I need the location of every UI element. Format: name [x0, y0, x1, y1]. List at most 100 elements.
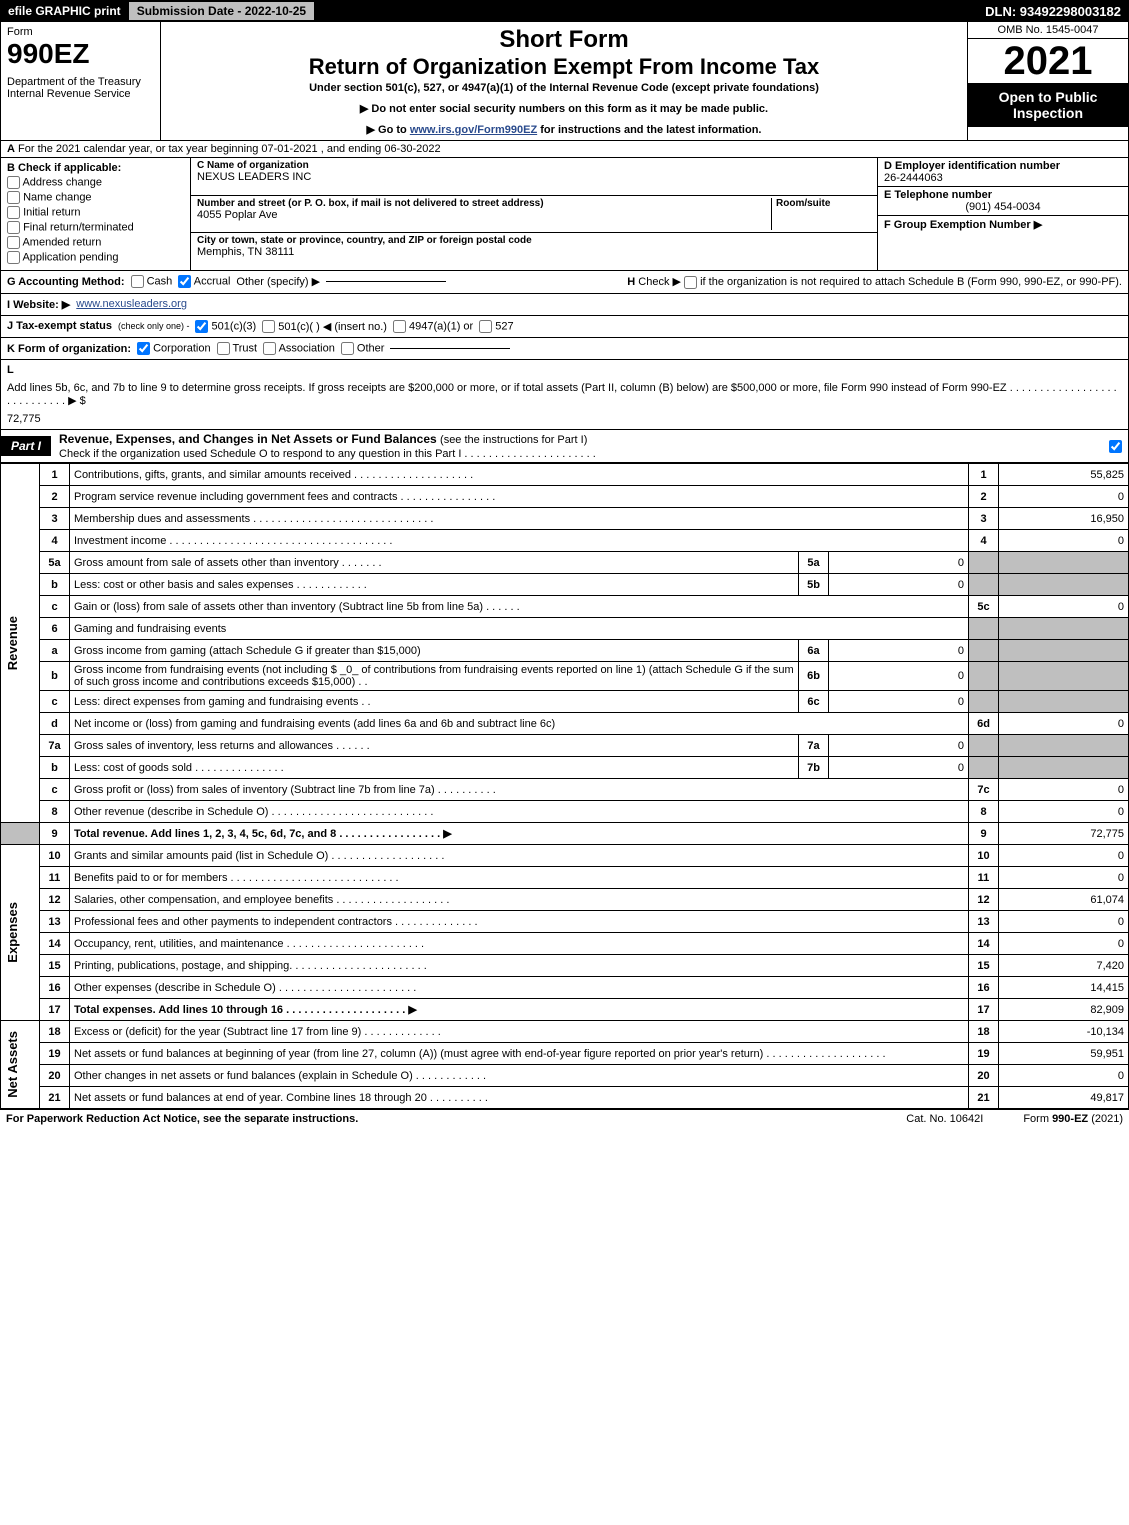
line-6: 6Gaming and fundraising events [1, 618, 1129, 640]
line-2: 2Program service revenue including gover… [1, 486, 1129, 508]
notice-link: ▶ Go to www.irs.gov/Form990EZ for instru… [169, 123, 959, 136]
side-net-assets: Net Assets [5, 1031, 20, 1098]
open-inspection: Open to Public Inspection [968, 83, 1128, 127]
j-note: (check only one) - [118, 321, 190, 331]
header-right: OMB No. 1545-0047 2021 Open to Public In… [968, 22, 1128, 140]
group-exemption-label: F Group Exemption Number ▶ [884, 218, 1122, 231]
city-value: Memphis, TN 38111 [197, 246, 871, 258]
footer-left: For Paperwork Reduction Act Notice, see … [6, 1113, 358, 1125]
chk-amended-return[interactable]: Amended return [7, 236, 184, 249]
chk-501c[interactable]: 501(c)( ) ◀ (insert no.) [262, 320, 387, 334]
chk-address-change[interactable]: Address change [7, 176, 184, 189]
chk-application-pending[interactable]: Application pending [7, 251, 184, 264]
row-a-text: For the 2021 calendar year, or tax year … [18, 143, 441, 155]
top-bar: efile GRAPHIC print Submission Date - 20… [0, 0, 1129, 22]
line-9: 9Total revenue. Add lines 1, 2, 3, 4, 5c… [1, 823, 1129, 845]
line-3: 3Membership dues and assessments . . . .… [1, 508, 1129, 530]
line-4: 4Investment income . . . . . . . . . . .… [1, 530, 1129, 552]
side-revenue: Revenue [5, 616, 20, 670]
side-expenses: Expenses [5, 902, 20, 963]
line-5c: cGain or (loss) from sale of assets othe… [1, 596, 1129, 618]
part1-title: Revenue, Expenses, and Changes in Net As… [51, 430, 1109, 462]
chk-trust[interactable]: Trust [217, 342, 258, 355]
col-b-letter: B [7, 162, 15, 174]
line-19: 19Net assets or fund balances at beginni… [1, 1043, 1129, 1065]
h-text2: if the organization is not required to a… [700, 276, 1122, 288]
chk-4947[interactable]: 4947(a)(1) or [393, 320, 473, 333]
h-text1: Check ▶ [638, 276, 681, 288]
l-text: Add lines 5b, 6c, and 7b to line 9 to de… [7, 382, 1122, 407]
part1-tab: Part I [1, 436, 51, 456]
line-5b: bLess: cost or other basis and sales exp… [1, 574, 1129, 596]
chk-corporation[interactable]: Corporation [137, 342, 211, 355]
irs-link[interactable]: www.irs.gov/Form990EZ [410, 124, 537, 136]
submission-date: Submission Date - 2022-10-25 [129, 2, 314, 20]
j-label: J Tax-exempt status [7, 320, 112, 332]
chk-initial-return[interactable]: Initial return [7, 206, 184, 219]
g-other-blank[interactable] [326, 281, 446, 282]
line-18: Net Assets 18Excess or (deficit) for the… [1, 1021, 1129, 1043]
line-13: 13Professional fees and other payments t… [1, 911, 1129, 933]
tax-year: 2021 [968, 39, 1128, 83]
row-a-letter: A [7, 143, 15, 155]
line-20: 20Other changes in net assets or fund ba… [1, 1065, 1129, 1087]
line-15: 15Printing, publications, postage, and s… [1, 955, 1129, 977]
row-gh: G Accounting Method: Cash Accrual Other … [0, 271, 1129, 294]
efile-label[interactable]: efile GRAPHIC print [0, 4, 129, 18]
chk-schedule-o[interactable] [1109, 440, 1122, 453]
chk-accrual[interactable]: Accrual [178, 275, 230, 288]
g-label: G Accounting Method: [7, 276, 125, 288]
part1-table: Revenue 1Contributions, gifts, grants, a… [0, 463, 1129, 1109]
form-header: Form 990EZ Department of the Treasury In… [0, 22, 1129, 141]
chk-527[interactable]: 527 [479, 320, 513, 333]
h-letter: H [627, 276, 635, 288]
form-title: Return of Organization Exempt From Incom… [169, 54, 959, 80]
chk-name-change[interactable]: Name change [7, 191, 184, 204]
col-def: D Employer identification number 26-2444… [878, 158, 1128, 270]
short-form-title: Short Form [169, 26, 959, 54]
dept-label: Department of the Treasury Internal Reve… [7, 76, 154, 100]
chk-cash[interactable]: Cash [131, 275, 173, 288]
header-center: Short Form Return of Organization Exempt… [161, 22, 968, 140]
chk-association[interactable]: Association [263, 342, 335, 355]
line-7b: bLess: cost of goods sold . . . . . . . … [1, 757, 1129, 779]
ein-value: 26-2444063 [884, 172, 1122, 184]
ein-label: D Employer identification number [884, 160, 1122, 172]
line-6b: bGross income from fundraising events (n… [1, 662, 1129, 691]
chk-final-return[interactable]: Final return/terminated [7, 221, 184, 234]
line-8: 8Other revenue (describe in Schedule O) … [1, 801, 1129, 823]
i-label: I Website: ▶ [7, 298, 70, 311]
tel-label: E Telephone number [884, 189, 1122, 201]
row-k: K Form of organization: Corporation Trus… [0, 338, 1129, 360]
omb-number: OMB No. 1545-0047 [968, 22, 1128, 39]
chk-501c3[interactable]: 501(c)(3) [195, 320, 256, 333]
form-subtitle: Under section 501(c), 527, or 4947(a)(1)… [169, 82, 959, 94]
page-footer: For Paperwork Reduction Act Notice, see … [0, 1109, 1129, 1128]
line-5a: 5aGross amount from sale of assets other… [1, 552, 1129, 574]
room-label: Room/suite [776, 198, 871, 209]
line-11: 11Benefits paid to or for members . . . … [1, 867, 1129, 889]
line-6a: aGross income from gaming (attach Schedu… [1, 640, 1129, 662]
notice-post: for instructions and the latest informat… [537, 124, 761, 136]
tel-value: (901) 454-0034 [884, 201, 1122, 213]
line-17: 17Total expenses. Add lines 10 through 1… [1, 999, 1129, 1021]
bcdef-row: B Check if applicable: Address change Na… [0, 158, 1129, 271]
chk-h[interactable] [684, 276, 697, 289]
k-other-blank[interactable] [390, 348, 510, 349]
col-c: C Name of organization NEXUS LEADERS INC… [191, 158, 878, 270]
row-a: A For the 2021 calendar year, or tax yea… [0, 141, 1129, 158]
l-value: 72,775 [7, 413, 41, 425]
footer-right: Form 990-EZ (2021) [1023, 1113, 1123, 1125]
line-7a: 7aGross sales of inventory, less returns… [1, 735, 1129, 757]
row-l: L Add lines 5b, 6c, and 7b to line 9 to … [0, 360, 1129, 430]
row-h: H Check ▶ if the organization is not req… [627, 275, 1122, 289]
l-letter: L [7, 364, 14, 376]
org-name: NEXUS LEADERS INC [197, 171, 871, 183]
chk-other-org[interactable]: Other [341, 342, 385, 355]
row-i: I Website: ▶ www.nexusleaders.org [0, 294, 1129, 316]
line-10: Expenses 10Grants and similar amounts pa… [1, 845, 1129, 867]
org-name-label: C Name of organization [197, 160, 871, 171]
website-link[interactable]: www.nexusleaders.org [76, 298, 187, 310]
notice-pre: ▶ Go to [367, 124, 410, 136]
line-6c: cLess: direct expenses from gaming and f… [1, 691, 1129, 713]
